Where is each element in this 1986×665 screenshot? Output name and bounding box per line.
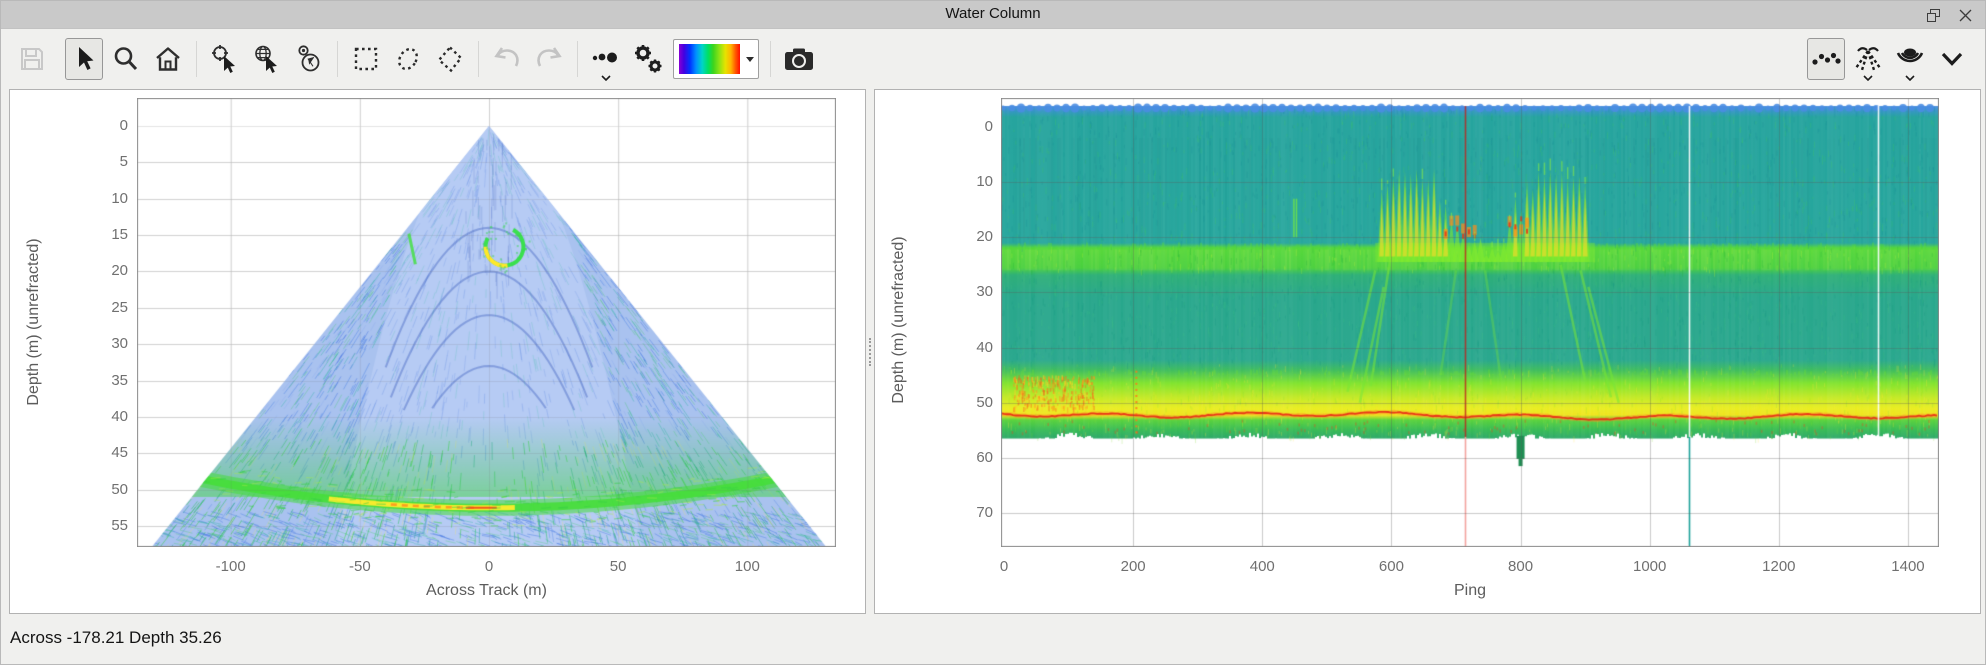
- tick-label: -50: [349, 558, 371, 575]
- redo-button: [530, 38, 568, 80]
- tick-label: 50: [976, 393, 993, 411]
- float-window-icon[interactable]: [1925, 7, 1941, 23]
- tick-label: 100: [734, 558, 760, 575]
- tick-label: 1400: [1891, 558, 1925, 575]
- point-size-menu-button[interactable]: [587, 38, 625, 81]
- echogram-y-axis-label: Depth (m) (unrefracted): [890, 236, 907, 404]
- tick-label: 40: [976, 338, 993, 356]
- points-view-button[interactable]: [1807, 38, 1845, 80]
- tick-label: 10: [111, 189, 128, 207]
- tick-label: 0: [484, 558, 494, 575]
- settings-gears-button[interactable]: [629, 38, 667, 80]
- tick-label: 30: [976, 283, 993, 301]
- rectangle-select-button[interactable]: [347, 38, 385, 80]
- panel-splitter[interactable]: [867, 89, 873, 614]
- geo-pick-button[interactable]: [248, 38, 286, 80]
- point-size-chevron-icon: [601, 75, 611, 81]
- compass-orientation-button[interactable]: [290, 38, 328, 80]
- title-bar: Water Column: [1, 1, 1985, 29]
- snapshot-camera-button[interactable]: [780, 38, 818, 80]
- beams-view-chevron-icon: [1863, 75, 1873, 81]
- tick-label: 30: [111, 335, 128, 353]
- beams-view-button[interactable]: [1849, 38, 1887, 81]
- tick-label: 1000: [1633, 558, 1667, 575]
- colormap-dropdown-arrow-icon: [746, 56, 754, 62]
- tick-label: 600: [1378, 558, 1404, 575]
- status-bar: Across -178.21 Depth 35.26: [1, 614, 1985, 664]
- tick-label: 70: [976, 503, 993, 521]
- tick-label: 60: [976, 448, 993, 466]
- tick-label: 15: [111, 226, 128, 244]
- tick-label: -100: [215, 558, 246, 575]
- undo-button: [488, 38, 526, 80]
- tick-label: 25: [111, 298, 128, 316]
- window-title: Water Column: [945, 5, 1041, 22]
- fan-canvas[interactable]: [137, 98, 836, 547]
- polygon-select-button[interactable]: [431, 38, 469, 80]
- tick-label: 400: [1249, 558, 1275, 575]
- echogram-x-axis-label: Ping: [1453, 582, 1487, 599]
- tick-label: 20: [111, 262, 128, 280]
- select-cursor-button[interactable]: [65, 38, 103, 80]
- tick-label: 55: [111, 517, 128, 534]
- tick-label: 5: [119, 153, 128, 171]
- save-button: [13, 38, 51, 80]
- watercolumn-view-chevron-icon: [1905, 75, 1915, 81]
- tick-label: 35: [111, 371, 128, 389]
- echogram-canvas[interactable]: [1001, 98, 1939, 547]
- fan-x-axis-label: Across Track (m): [426, 582, 547, 599]
- tick-label: 800: [1508, 558, 1534, 575]
- colormap-picker-button[interactable]: [673, 39, 759, 79]
- ellipse-select-button[interactable]: [389, 38, 427, 80]
- zoom-to-point-button[interactable]: [206, 38, 244, 80]
- home-button[interactable]: [149, 38, 187, 80]
- tick-label: 1200: [1762, 558, 1796, 575]
- tick-label: 200: [1120, 558, 1146, 575]
- tick-label: 40: [111, 407, 128, 425]
- tick-label: 0: [119, 117, 128, 134]
- tick-label: 20: [976, 228, 993, 246]
- zoom-button[interactable]: [107, 38, 145, 80]
- toolbar: [1, 30, 1985, 89]
- fan-plot-panel: Depth (m) (unrefracted) 0 5 10 15 20 25 30 35 40…: [9, 89, 866, 614]
- cursor-position-readout: Across -178.21 Depth 35.26: [10, 628, 222, 647]
- tick-label: 45: [111, 444, 128, 462]
- tick-label: 50: [111, 480, 128, 498]
- close-icon[interactable]: [1957, 7, 1973, 23]
- tick-label: 0: [984, 118, 993, 135]
- watercolumn-view-button[interactable]: [1891, 38, 1929, 81]
- colormap-gradient: [679, 44, 740, 74]
- echogram-plot-panel: Depth (m) (unrefracted) 0 10 20 30 40 50 60 70 …: [874, 89, 1981, 614]
- tick-label: 10: [976, 173, 993, 191]
- tick-label: 0: [999, 558, 1009, 575]
- collapse-chevron-button[interactable]: [1933, 38, 1971, 80]
- tick-label: 50: [609, 558, 627, 575]
